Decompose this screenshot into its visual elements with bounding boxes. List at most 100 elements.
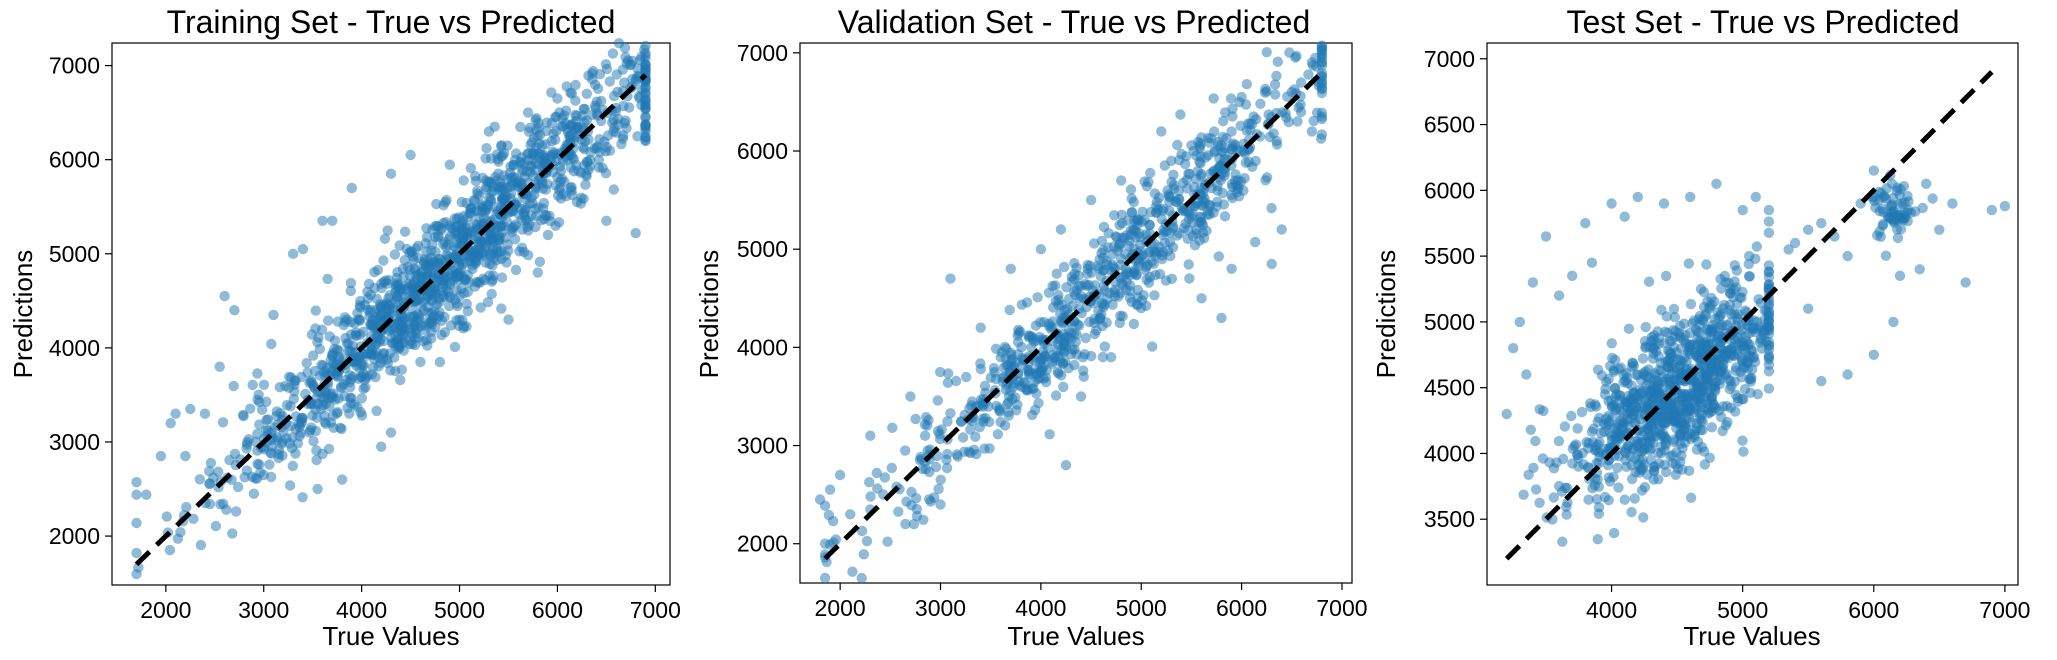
scatter-point [1109,210,1120,221]
scatter-point [310,305,321,316]
scatter-point [824,484,836,495]
scatter-point [1212,163,1224,174]
scatter-point [975,358,986,369]
scatter-point [601,215,612,226]
scatter-point [1648,330,1660,341]
chart-title: Validation Set - True vs Predicted [838,4,1311,40]
scatter-point [630,227,641,239]
scatter-point [266,338,277,350]
scatter-point [864,477,875,488]
scatter-point [1652,376,1663,387]
x-tick-label: 4000 [336,597,387,623]
scatter-point [1626,506,1637,518]
scatter-point [1261,172,1273,183]
scatter-point [901,496,912,507]
y-tick-label: 6000 [737,138,788,164]
scatter-point [1686,416,1697,428]
scatter-point [376,441,387,452]
scatter-point [1566,410,1577,422]
scatter-point [1718,349,1729,360]
scatter-point [1638,368,1649,379]
scatter-point [385,427,397,438]
scatter-point [493,234,505,246]
scatter-point [516,214,527,226]
scatter-point [1685,428,1696,439]
scatter-point [390,365,401,377]
scatter-point [1227,141,1239,152]
scatter-point [536,140,548,151]
panel-validation: Validation Set - True vs Predicted 2000 3… [694,4,1368,651]
scatter-point [587,68,598,79]
scatter-point [327,215,338,226]
scatter-point [362,293,373,304]
scatter-point [426,316,438,328]
scatter-point [604,76,615,87]
x-tick-label: 2000 [815,595,866,621]
scatter-point [430,246,441,258]
scatter-point [1060,356,1071,367]
scatter-point [845,509,856,520]
scatter-point [879,472,891,483]
scatter-point [1182,233,1194,244]
scatter-point [1080,332,1091,344]
scatter-point [1266,258,1277,270]
scatter-point [356,393,367,404]
scatter-point [1035,244,1047,255]
scatter-point [1639,482,1651,493]
scatter-point [1156,213,1167,225]
scatter-point [345,285,356,297]
scatter-point [1649,391,1660,402]
x-tick-label: 6000 [1848,597,1899,623]
scatter-point [454,267,465,278]
scatter-point [560,105,572,116]
scatter-point [1261,47,1272,58]
scatter-point [580,179,591,190]
scatter-point [1660,270,1672,282]
scatter-point [413,269,424,280]
scatter-point [1031,388,1042,399]
scatter-point [439,327,451,338]
scatter-point [360,382,371,393]
scatter-point [512,181,523,192]
scatter-point [1898,181,1910,192]
scatter-point [594,69,606,80]
scatter-point [552,171,563,183]
scatter-point [1737,204,1748,216]
scatter-point [258,469,269,481]
y-tick-label: 3500 [1424,506,1475,532]
scatter-point [1518,489,1529,500]
scatter-point [532,131,543,142]
scatter-point [887,422,898,433]
scatter-point [273,449,285,460]
scatter-point [1586,426,1598,437]
scatter-point [418,256,430,268]
scatter-point [1173,185,1185,197]
scatter-point [1071,262,1082,273]
scatter-point [1592,364,1604,375]
scatter-point [1177,205,1189,217]
scatter-point [372,264,384,276]
scatter-point [550,134,561,145]
scatter-points [814,40,1328,584]
scatter-point [335,422,346,433]
scatter-point [1036,365,1048,376]
scatter-point [929,492,940,503]
scatter-point [510,173,521,184]
scatter-point [494,184,505,196]
scatter-point [1175,109,1186,120]
scatter-point [465,162,476,174]
scatter-point [232,481,244,493]
scatter-point [1097,351,1109,363]
scatter-point [1150,250,1161,261]
scatter-point [349,399,360,410]
scatter-point [1642,424,1654,435]
scatter-point [1750,191,1762,203]
scatter-point [1160,275,1172,286]
scatter-point [1116,175,1127,186]
scatter-point [1201,225,1212,236]
scatter-point [392,336,403,347]
scatter-point [1667,450,1678,461]
scatter-point [1191,224,1202,236]
scatter-point [957,432,969,443]
scatter-point [640,53,651,64]
